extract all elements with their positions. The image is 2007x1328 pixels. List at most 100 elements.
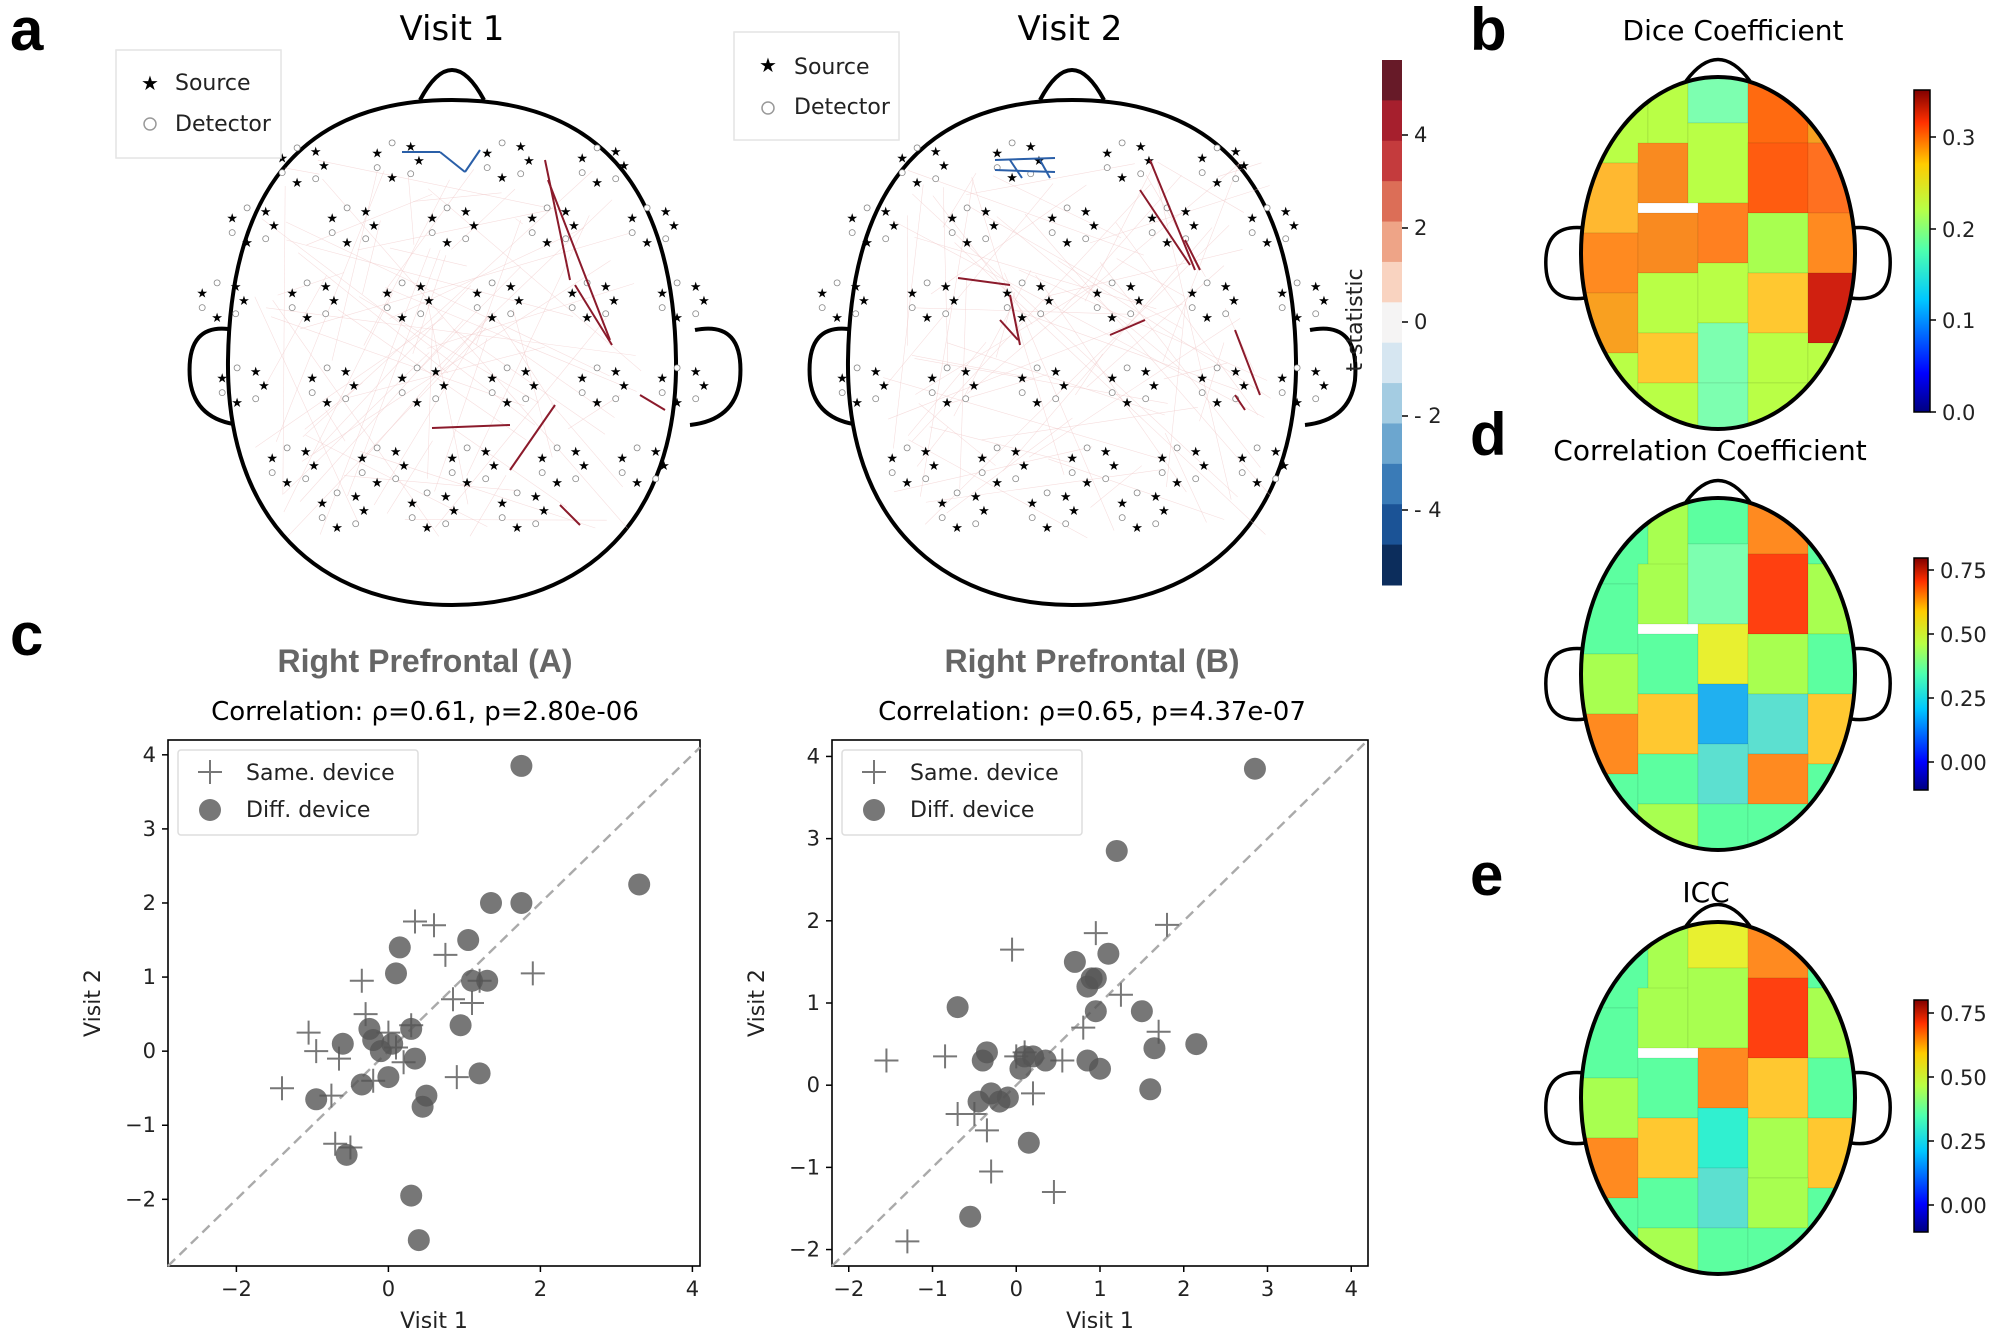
connectivity-link <box>386 440 433 514</box>
y-tick-label: 2 <box>143 891 156 915</box>
topomap-cell <box>1697 1167 1749 1229</box>
diff-device-point <box>476 969 499 992</box>
x-tick-label: −2 <box>221 1277 252 1301</box>
connectivity-link <box>275 170 385 442</box>
same-device-point <box>323 1131 348 1156</box>
connectivity-link <box>1062 175 1182 310</box>
detector-icon <box>328 229 336 237</box>
detector-icon <box>658 304 666 312</box>
source-star-icon: ★ <box>896 151 908 166</box>
source-star-icon: ★ <box>1125 280 1137 295</box>
connectivity-link <box>914 236 1157 310</box>
colorbar-tick: 0.00 <box>1940 1194 1987 1218</box>
detector-icon <box>863 204 871 212</box>
source-star-icon: ★ <box>448 504 460 519</box>
source-star-icon: ★ <box>578 459 590 474</box>
colorbar-swatch <box>1382 504 1402 546</box>
significant-link-negative <box>464 149 481 173</box>
source-star-icon: ★ <box>1198 459 1210 474</box>
connectivity-link <box>331 168 379 361</box>
connectivity-link <box>893 446 1093 493</box>
plot-title: Right Prefrontal (B) <box>944 643 1239 679</box>
source-star-icon: ★ <box>938 159 950 174</box>
detector-icon <box>283 444 291 452</box>
source-star-icon: ★ <box>328 294 340 309</box>
detector-icon <box>442 520 450 528</box>
source-star-icon: ★ <box>438 379 450 394</box>
detector-icon <box>228 229 236 237</box>
source-star-icon: ★ <box>1270 445 1282 460</box>
diff-device-point <box>628 873 651 896</box>
source-star-icon: ★ <box>1135 140 1147 155</box>
y-tick-label: 0 <box>807 1073 820 1097</box>
topomap-cell <box>1697 683 1749 745</box>
topomap-cell <box>1807 633 1855 695</box>
detector-icon <box>852 310 860 318</box>
connectivity-link <box>1075 353 1103 396</box>
plot-subtitle: Correlation: ρ=0.65, p=4.37e-07 <box>878 697 1306 727</box>
topomap-cell <box>1581 1077 1639 1139</box>
colorbar-swatch <box>1382 221 1402 263</box>
detector-icon <box>948 229 956 237</box>
detector-icon <box>1048 229 1056 237</box>
connectivity-link <box>893 184 924 449</box>
source-star-icon: ★ <box>460 205 472 220</box>
detector-icon <box>278 169 286 177</box>
y-tick-label: 1 <box>807 991 820 1015</box>
same-device-point <box>979 1159 1004 1184</box>
connectivity-link <box>1164 432 1207 523</box>
source-star-icon: ★ <box>1080 205 1092 220</box>
diff-device-point <box>1130 1000 1153 1023</box>
source-star-icon: ★ <box>1116 496 1128 511</box>
connectivity-link <box>427 188 642 372</box>
source-star-icon: ★ <box>211 311 223 326</box>
detector-icon <box>1148 229 1156 237</box>
detector-icon <box>473 304 481 312</box>
correlation-title: Correlation Coefficient <box>1553 434 1866 467</box>
connectivity-link <box>254 296 359 524</box>
detector-icon <box>838 389 846 397</box>
detector-icon <box>1293 364 1301 372</box>
connectivity-link <box>302 170 593 438</box>
source-star-icon: ★ <box>250 365 262 380</box>
topomap-cell <box>1581 773 1639 850</box>
significant-link-positive <box>1109 319 1146 336</box>
detector-icon <box>932 175 940 183</box>
detector-icon <box>1012 475 1020 483</box>
source-star-icon: ★ <box>356 451 368 466</box>
connectivity-link <box>337 309 527 441</box>
source-star-icon: ★ <box>991 476 1003 491</box>
connectivity-link <box>404 519 607 521</box>
colorbar-tick: 0 <box>1414 310 1427 334</box>
connectivity-link <box>992 175 1122 239</box>
same-device-point <box>974 1118 999 1143</box>
connectivity-link <box>925 468 1167 503</box>
connectivity-link <box>914 358 1168 404</box>
connectivity-link <box>277 272 345 296</box>
same-device-point <box>422 913 446 938</box>
significant-link-positive <box>1149 159 1196 271</box>
source-star-icon: ★ <box>1236 451 1248 466</box>
source-star-icon: ★ <box>1016 311 1028 326</box>
source-star-icon: ★ <box>926 371 938 386</box>
connectivity-link <box>1004 272 1115 531</box>
left-ear-outline <box>1544 1070 1586 1146</box>
diff-device-point <box>404 1047 426 1070</box>
diff-device-point <box>350 1073 373 1096</box>
detector-icon <box>417 310 425 318</box>
same-device-point <box>1041 1180 1066 1205</box>
source-star-icon: ★ <box>1143 154 1155 169</box>
source-star-icon: ★ <box>316 496 328 511</box>
significant-link-positive <box>1009 294 1021 346</box>
source-star-icon: ★ <box>505 280 517 295</box>
detector-icon <box>543 204 551 212</box>
source-star-icon: ★ <box>851 396 863 411</box>
connectivity-link <box>1035 274 1187 493</box>
source-star-icon: ★ <box>523 154 535 169</box>
detector-icon <box>978 469 986 477</box>
source-star-icon: ★ <box>1211 176 1223 191</box>
source-star-icon: ★ <box>1106 371 1118 386</box>
source-star-icon: ★ <box>421 521 433 536</box>
source-star-icon: ★ <box>831 311 843 326</box>
connectivity-link <box>911 183 1152 442</box>
